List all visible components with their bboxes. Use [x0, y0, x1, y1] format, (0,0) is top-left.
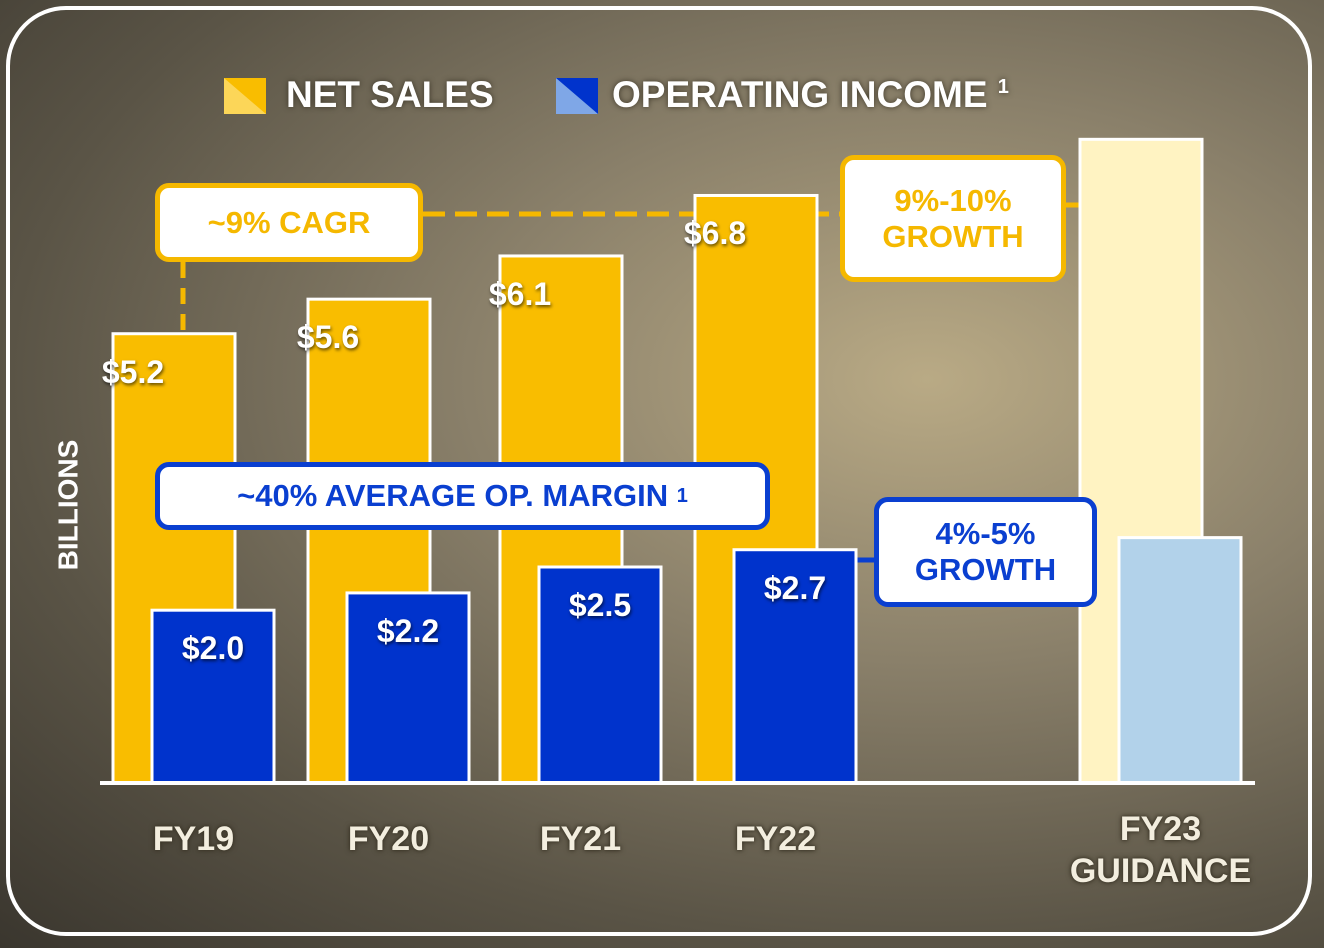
bar: [150, 608, 276, 785]
legend-label: NET SALES: [286, 74, 494, 115]
bar: [732, 548, 858, 785]
value-label: $6.8: [683, 215, 747, 252]
annotation: 4%-5% GROWTH: [874, 497, 1097, 607]
legend-icons: [224, 78, 598, 114]
bar: [1117, 536, 1243, 785]
panel: [6, 6, 1312, 936]
x-tick-label: FY21: [539, 820, 622, 858]
annotation: ~9% CAGR: [155, 183, 423, 262]
annotation-text: ~40% AVERAGE OP. MARGIN: [237, 478, 669, 513]
value-label: $6.1: [488, 275, 552, 312]
value-label: $2.2: [376, 612, 440, 649]
legend-swatch: [224, 78, 266, 114]
footnote: 1: [997, 76, 1009, 98]
bars: [111, 137, 1243, 785]
value-label: $2.5: [568, 587, 632, 623]
annotation: ~40% AVERAGE OP. MARGIN 1: [155, 462, 770, 530]
legend-swatch: [556, 78, 598, 114]
x-tick-label: FY20: [347, 820, 430, 858]
value-label: $2.7: [763, 569, 827, 606]
value-label: $2.0: [181, 630, 245, 667]
y-axis-label: BILLIONS: [52, 440, 83, 571]
annotation: 9%-10% GROWTH: [840, 155, 1066, 282]
legend-text: OPERATING INCOME: [612, 74, 988, 115]
footnote: 1: [676, 485, 688, 507]
value-label: $5.2: [101, 353, 165, 390]
x-tick-label: FY23 GUIDANCE: [1069, 810, 1252, 890]
x-tick-label: FY22: [734, 820, 817, 858]
legend-label: OPERATING INCOME 1: [612, 74, 1009, 116]
value-label: $5.6: [296, 319, 360, 356]
x-tick-label: FY19: [152, 820, 235, 858]
